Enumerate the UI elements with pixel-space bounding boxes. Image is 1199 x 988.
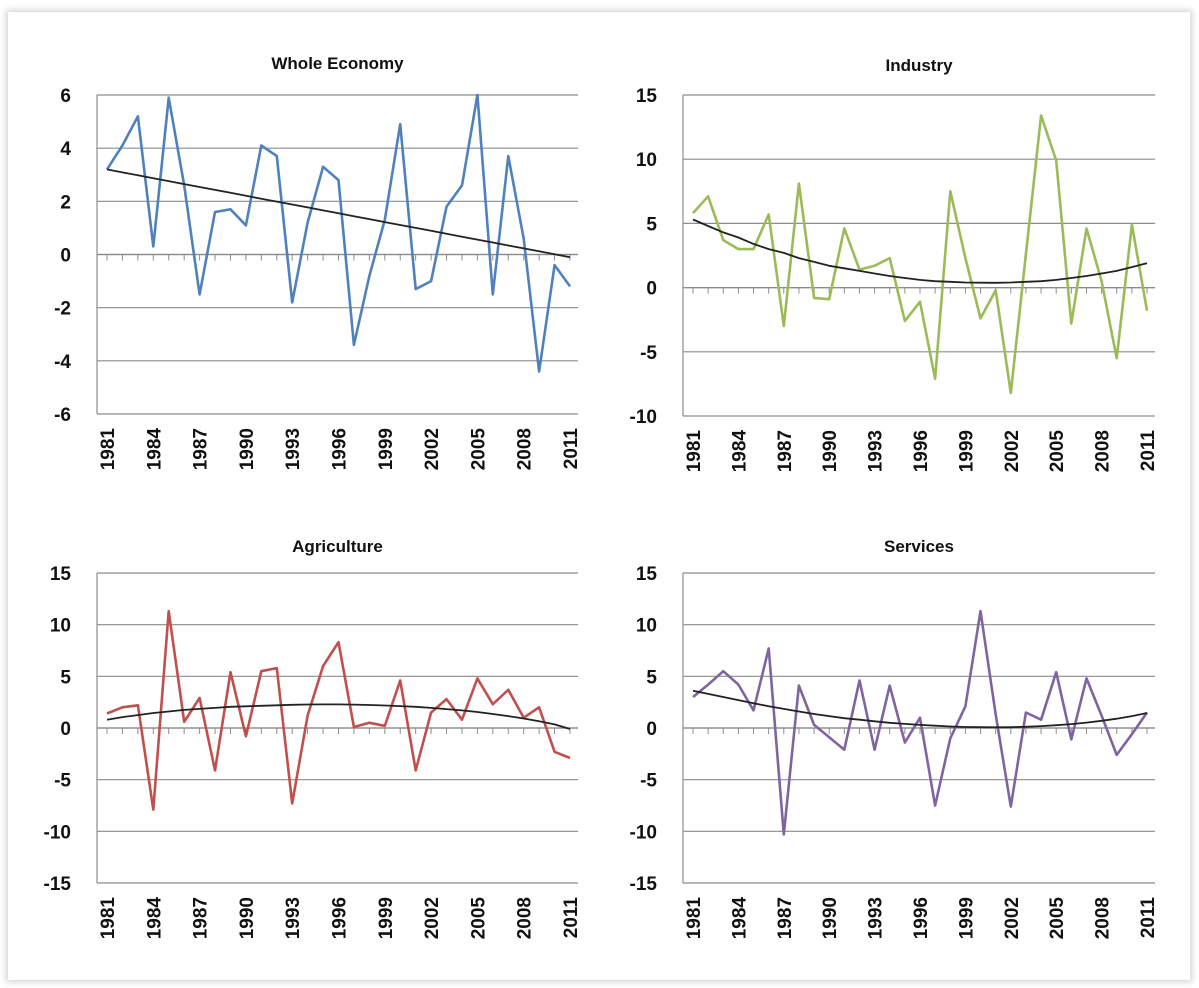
y-tick-label: -10 — [630, 822, 657, 843]
x-tick-label: 1993 — [866, 430, 887, 472]
x-tick-label: 1987 — [191, 897, 212, 939]
x-tick-label: 1996 — [911, 430, 932, 472]
x-tick-label: 1984 — [144, 428, 165, 471]
y-tick-label: -5 — [54, 771, 71, 792]
y-tick-label: 0 — [60, 246, 71, 267]
chart-panel: Whole Economy -6 -4 -2 0 2 4 6 1981 1984 1987 1990 1… — [54, 54, 582, 470]
y-tick-label: -15 — [44, 874, 72, 895]
chart-panel: Industry -10 -5 0 5 10 15 1981 1984 1987 1990 1993 1… — [630, 56, 1159, 472]
x-tick-label: 2005 — [1047, 430, 1068, 473]
chart-panel: Agriculture -15 -10 -5 0 5 10 15 1981 1984 1987 199… — [44, 537, 582, 939]
y-tick-label: 6 — [60, 86, 71, 107]
panel-title: Services — [884, 537, 954, 556]
x-tick-label: 1990 — [237, 428, 258, 470]
chart-panel: Services -15 -10 -5 0 5 10 15 1981 1984 1987 1990 19… — [630, 537, 1159, 939]
x-tick-label: 1981 — [684, 897, 705, 940]
x-tick-label: 2008 — [1093, 430, 1114, 472]
x-tick-label: 1999 — [376, 897, 397, 939]
x-tick-label: 1981 — [684, 430, 705, 473]
y-tick-label: -2 — [54, 299, 71, 320]
figure-frame — [8, 12, 1190, 980]
x-tick-label: 1987 — [775, 897, 796, 939]
x-tick-label: 1987 — [191, 428, 212, 470]
x-tick-label: 2011 — [1138, 430, 1159, 472]
x-tick-label: 1990 — [237, 897, 258, 939]
y-tick-label: 10 — [50, 616, 71, 637]
x-tick-label: 1996 — [330, 897, 351, 939]
y-tick-label: -10 — [630, 407, 657, 428]
y-tick-label: 15 — [50, 564, 72, 585]
x-tick-label: 1984 — [729, 897, 750, 940]
x-tick-label: 2005 — [468, 897, 489, 940]
y-tick-label: -10 — [44, 822, 71, 843]
x-tick-label: 1999 — [956, 430, 977, 472]
y-tick-label: 0 — [60, 719, 71, 740]
y-tick-label: 5 — [60, 667, 71, 688]
y-tick-label: 0 — [646, 719, 657, 740]
y-tick-label: -15 — [630, 874, 658, 895]
y-tick-label: 10 — [636, 150, 657, 171]
x-tick-label: 1984 — [144, 897, 165, 940]
x-tick-label: 2005 — [468, 428, 489, 471]
x-tick-label: 2005 — [1047, 897, 1068, 940]
y-tick-label: 4 — [60, 139, 71, 160]
y-tick-label: -5 — [640, 343, 657, 364]
x-tick-label: 1996 — [330, 428, 351, 470]
x-tick-label: 1993 — [866, 897, 887, 939]
y-tick-label: 2 — [60, 192, 71, 213]
x-tick-label: 2002 — [1002, 897, 1023, 939]
trend-line — [692, 689, 1148, 729]
x-tick-label: 2002 — [422, 897, 443, 939]
x-tick-label: 1990 — [820, 897, 841, 939]
x-tick-label: 2008 — [515, 428, 536, 470]
x-tick-label: 2002 — [1002, 430, 1023, 472]
y-tick-label: -4 — [54, 352, 71, 373]
trend-line — [106, 703, 571, 730]
y-tick-label: 15 — [636, 86, 658, 107]
x-tick-label: 2011 — [1138, 897, 1159, 939]
x-tick-label: 1999 — [376, 428, 397, 470]
x-tick-label: 1990 — [820, 430, 841, 472]
x-tick-label: 1999 — [956, 897, 977, 939]
x-tick-label: 1981 — [98, 897, 119, 940]
x-tick-label: 2008 — [1093, 897, 1114, 939]
trend-line — [106, 168, 571, 259]
x-tick-label: 1996 — [911, 897, 932, 939]
y-tick-label: 0 — [646, 279, 657, 300]
series-line — [105, 93, 572, 373]
x-tick-label: 2011 — [561, 897, 582, 939]
y-tick-label: 10 — [636, 616, 657, 637]
panel-title: Agriculture — [292, 537, 383, 556]
series-line — [692, 609, 1149, 836]
x-tick-label: 1987 — [775, 430, 796, 472]
x-tick-label: 1993 — [283, 428, 304, 470]
panel-title: Industry — [885, 56, 953, 75]
y-tick-label: 15 — [636, 564, 658, 585]
x-tick-label: 1993 — [283, 897, 304, 939]
series-line — [106, 609, 571, 811]
series-line — [692, 114, 1149, 395]
y-tick-label: -5 — [640, 771, 657, 792]
x-tick-label: 1981 — [98, 428, 119, 471]
x-tick-label: 1984 — [729, 430, 750, 473]
y-tick-label: 5 — [646, 214, 657, 235]
trend-line — [692, 218, 1148, 284]
panel-title: Whole Economy — [271, 54, 404, 73]
y-tick-label: -6 — [54, 405, 71, 426]
y-tick-label: 5 — [646, 667, 657, 688]
x-tick-label: 2008 — [515, 897, 536, 939]
x-tick-label: 2002 — [422, 428, 443, 470]
x-tick-label: 2011 — [561, 428, 582, 470]
